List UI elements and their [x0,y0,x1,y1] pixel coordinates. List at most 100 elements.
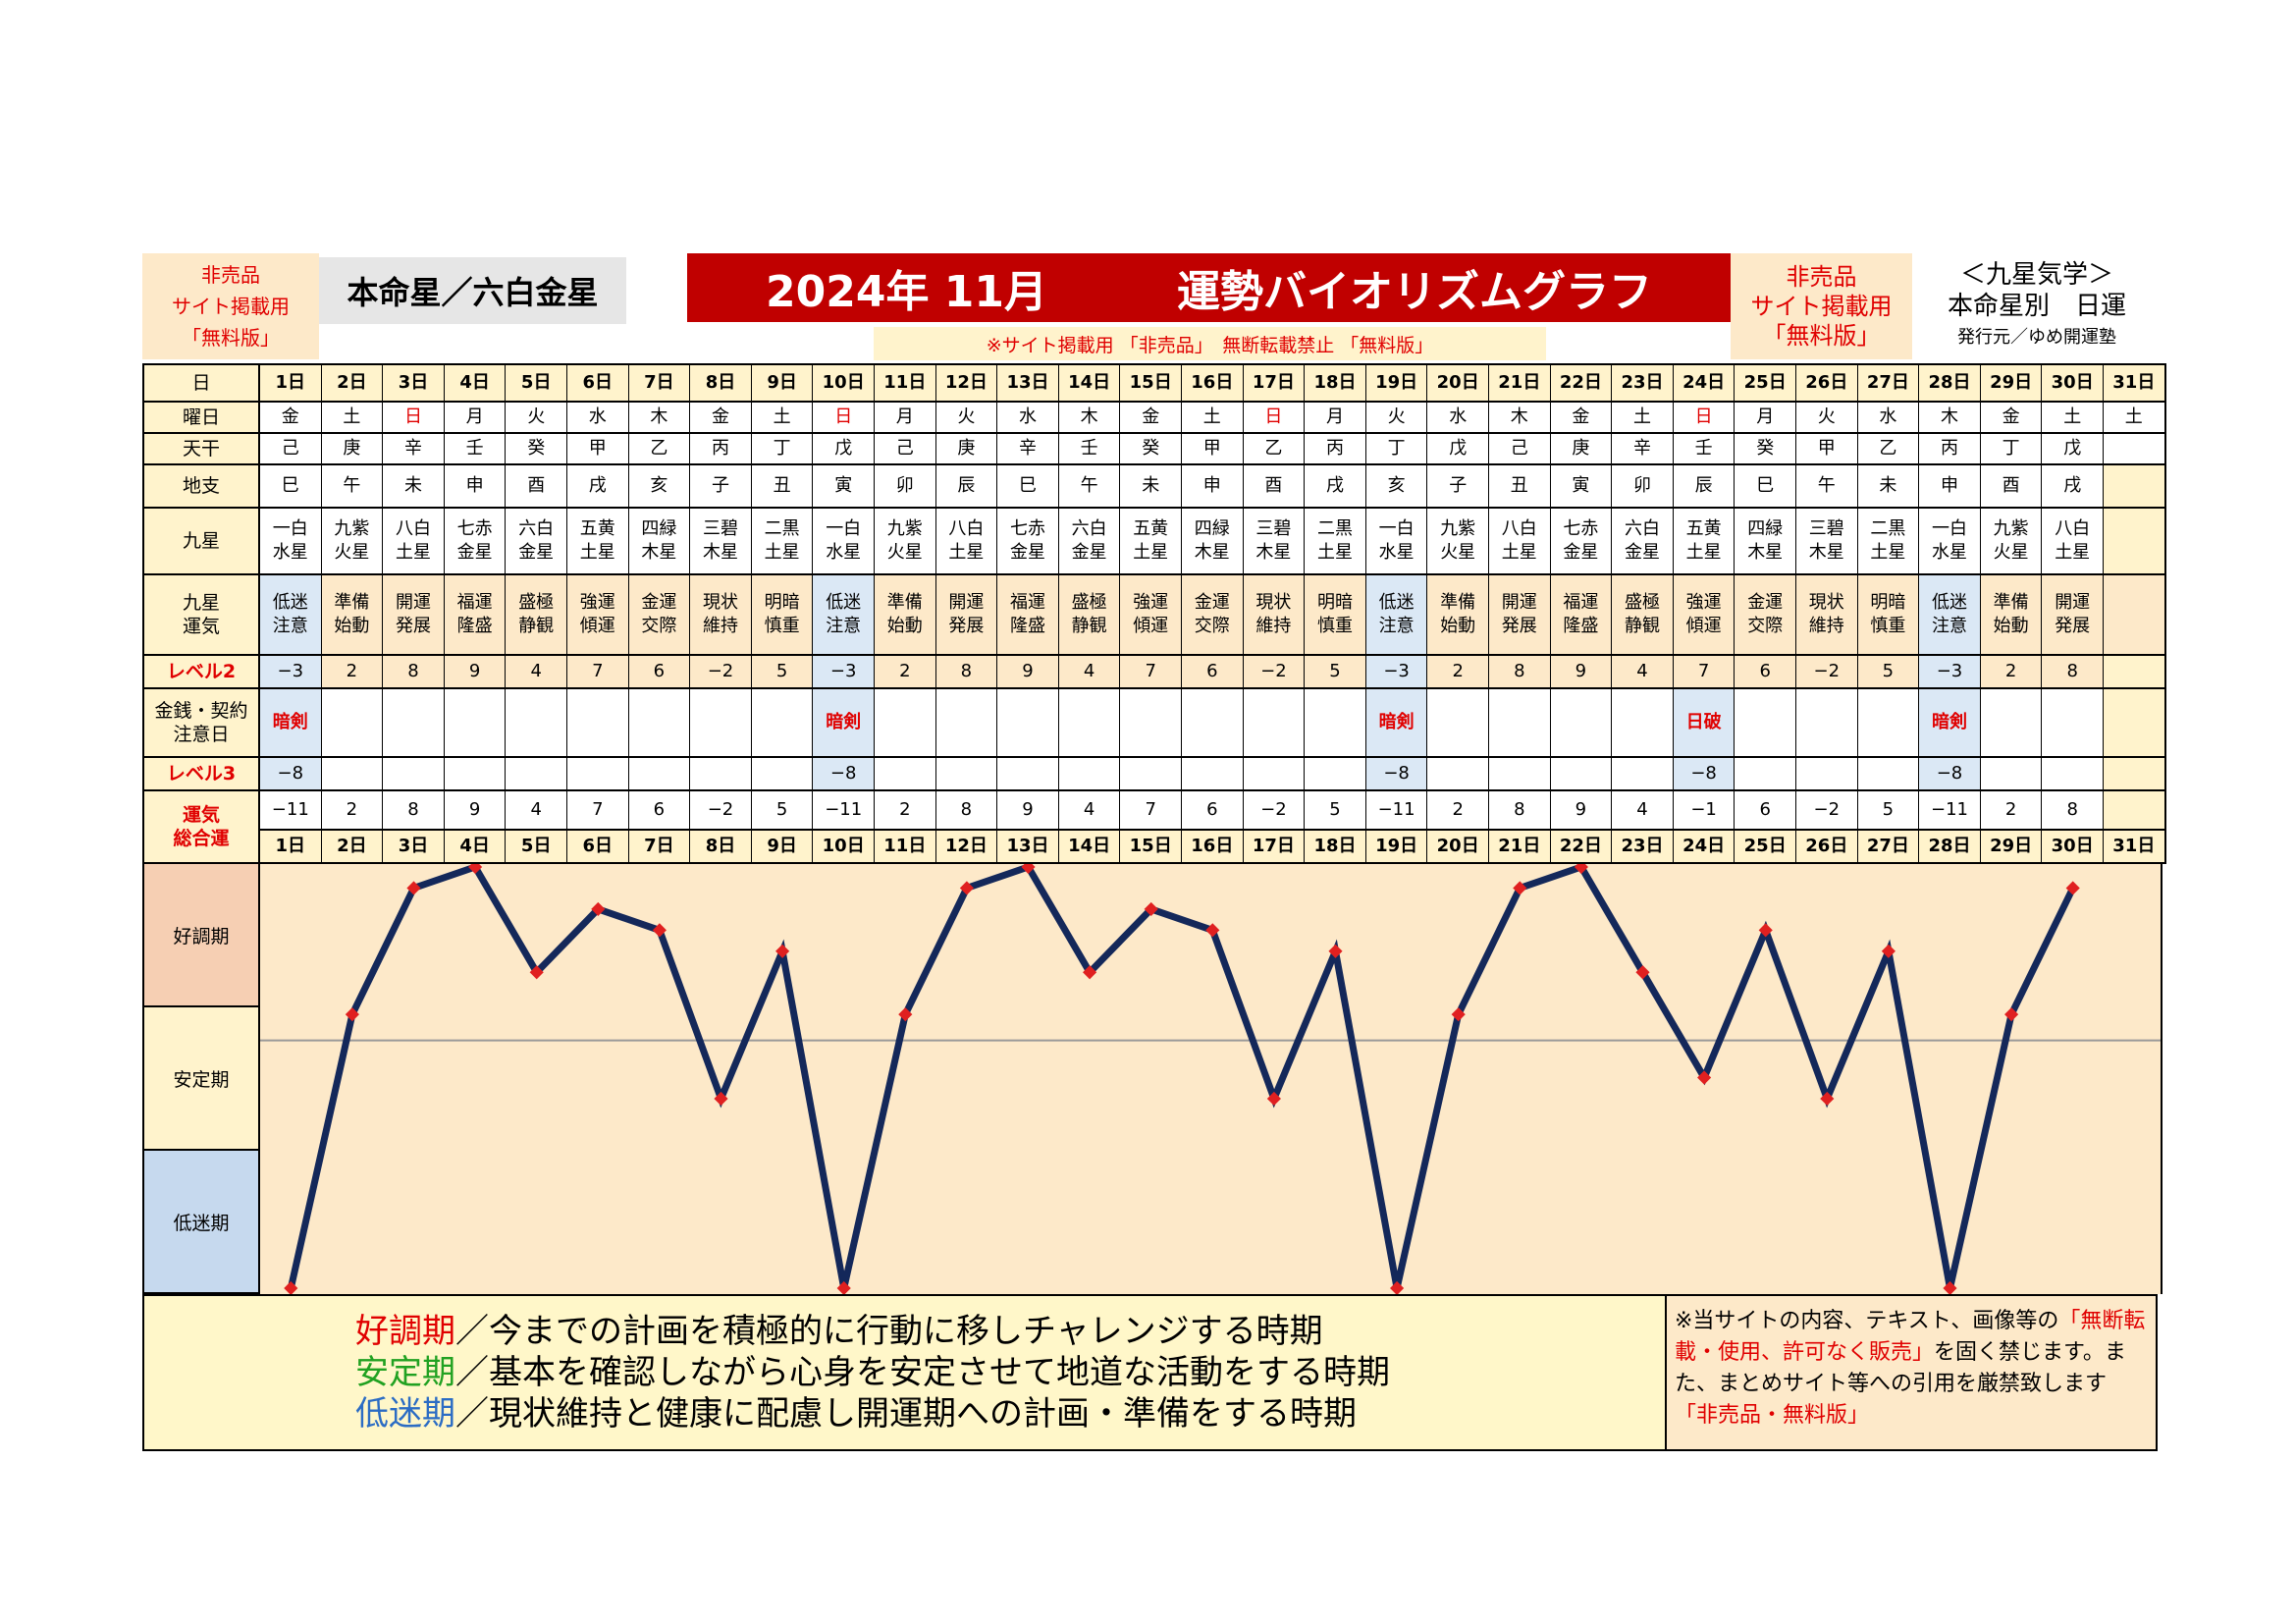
cell-days: 27日 [1857,831,1921,864]
cell-kyusei: 三碧 木星 [690,509,753,575]
legend-good-label: 好調期 [355,1312,455,1351]
cell-tenkan: 丙 [1305,434,1367,465]
data-point [1574,864,1588,875]
cell-chishi: 戌 [1305,465,1367,509]
copyright-red-text: 「非売品・無料版」 [1675,1403,1870,1428]
cell-tenkan: 庚 [1550,434,1614,465]
cell-total: 2 [1427,791,1490,831]
data-point [1451,1007,1466,1022]
cell-kyusei: 五黄 土星 [1120,509,1183,575]
cell-kyusei_unki: 強運 傾運 [1673,575,1736,656]
cell-chishi: 寅 [1550,465,1614,509]
cell-total: 9 [997,791,1060,831]
cell-tenkan: 庚 [935,434,999,465]
cell-days: 16日 [1182,831,1245,864]
cell-level3 [1857,758,1921,791]
cell-level3 [1489,758,1552,791]
cell-level2: 9 [1550,656,1614,689]
cell-weekdays: 金 [1550,403,1614,434]
cell-tenkan [2104,434,2166,465]
cell-kyusei: 一白 水星 [260,509,323,575]
data-point [1390,1280,1405,1294]
cell-weekdays: 金 [690,403,753,434]
cell-tenkan: 丁 [1980,434,2044,465]
cell-days: 26日 [1796,831,1859,864]
cell-days: 21日 [1489,363,1552,403]
copyright-text: ※当サイトの内容、テキスト、画像等の [1675,1309,2059,1333]
cell-days: 25日 [1735,363,1797,403]
cell-total: 7 [567,791,630,831]
cell-tenkan: 丁 [1365,434,1429,465]
cell-kyusei_unki: 低迷 注意 [1365,575,1429,656]
cell-days: 19日 [1365,831,1429,864]
cell-days: 18日 [1305,831,1367,864]
cell-kyusei: 八白 土星 [2042,509,2105,575]
band-label: 好調期 [142,864,260,1007]
cell-weekdays: 月 [1735,403,1797,434]
cell-total: −2 [690,791,753,831]
cell-chishi: 巳 [1735,465,1797,509]
cell-kyusei: 二黒 土星 [1857,509,1921,575]
cell-chishi: 申 [444,465,507,509]
right-notice-line: 非売品 [1786,263,1857,291]
cell-total: 6 [1735,791,1797,831]
cell-weekdays: 金 [1120,403,1183,434]
cell-kyusei: 四緑 木星 [1182,509,1245,575]
cell-chishi [2104,465,2166,509]
cell-kyusei_unki: 明暗 慎重 [1305,575,1367,656]
data-point [2004,1007,2019,1022]
cell-level2: 2 [1427,656,1490,689]
data-point [1881,944,1896,958]
cell-level2: 9 [444,656,507,689]
data-point [1328,944,1343,958]
cell-money_caution [1735,689,1797,758]
cell-weekdays: 木 [628,403,692,434]
cell-level3: −8 [1673,758,1736,791]
cell-level3: −8 [1919,758,1982,791]
cell-level3 [383,758,446,791]
cell-weekdays: 木 [1058,403,1122,434]
cell-kyusei_unki: 開運 発展 [2042,575,2105,656]
cell-days: 17日 [1243,363,1307,403]
cell-days: 30日 [2042,363,2105,403]
cell-chishi: 巳 [997,465,1060,509]
cell-days: 6日 [567,363,630,403]
cell-days: 26日 [1796,363,1859,403]
cell-kyusei_unki: 現状 維持 [690,575,753,656]
cell-kyusei_unki: 準備 始動 [321,575,385,656]
cell-kyusei: 八白 土星 [383,509,446,575]
notice-banner: ※サイト掲載用 「非売品」 無断転載禁止 「無料版」 [874,327,1546,360]
cell-level3 [751,758,815,791]
cell-chishi: 未 [383,465,446,509]
right-notice-line: 「無料版」 [1762,322,1881,350]
cell-kyusei: 二黒 土星 [751,509,815,575]
row-label-tenkan: 天干 [142,434,260,465]
cell-total: 8 [935,791,999,831]
cell-days: 5日 [506,363,568,403]
cell-level2: 6 [1735,656,1797,689]
cell-chishi: 酉 [1980,465,2044,509]
cell-kyusei_unki: 低迷 注意 [1919,575,1982,656]
data-point [836,1280,851,1294]
cell-tenkan: 壬 [444,434,507,465]
row-label-chishi: 地支 [142,465,260,509]
cell-days: 2日 [321,363,385,403]
cell-weekdays: 金 [1980,403,2044,434]
cell-kyusei: 九紫 火星 [875,509,937,575]
cell-total [2104,791,2166,831]
cell-level3 [506,758,568,791]
cell-days: 1日 [260,831,323,864]
cell-level3 [875,758,937,791]
cell-days: 14日 [1058,363,1122,403]
cell-tenkan: 甲 [1796,434,1859,465]
publisher-info-line: 本命星別 日運 [1947,292,2126,321]
cell-tenkan: 己 [1489,434,1552,465]
legend: 好調期／今までの計画を積極的に行動に移しチャレンジする時期 安定期／基本を確認し… [142,1294,1667,1451]
cell-total: 2 [1980,791,2044,831]
data-point [775,944,790,958]
cell-money_caution [1305,689,1367,758]
cell-total: −2 [1243,791,1307,831]
cell-chishi: 卯 [875,465,937,509]
cell-days: 11日 [875,831,937,864]
cell-weekdays: 土 [2104,403,2166,434]
